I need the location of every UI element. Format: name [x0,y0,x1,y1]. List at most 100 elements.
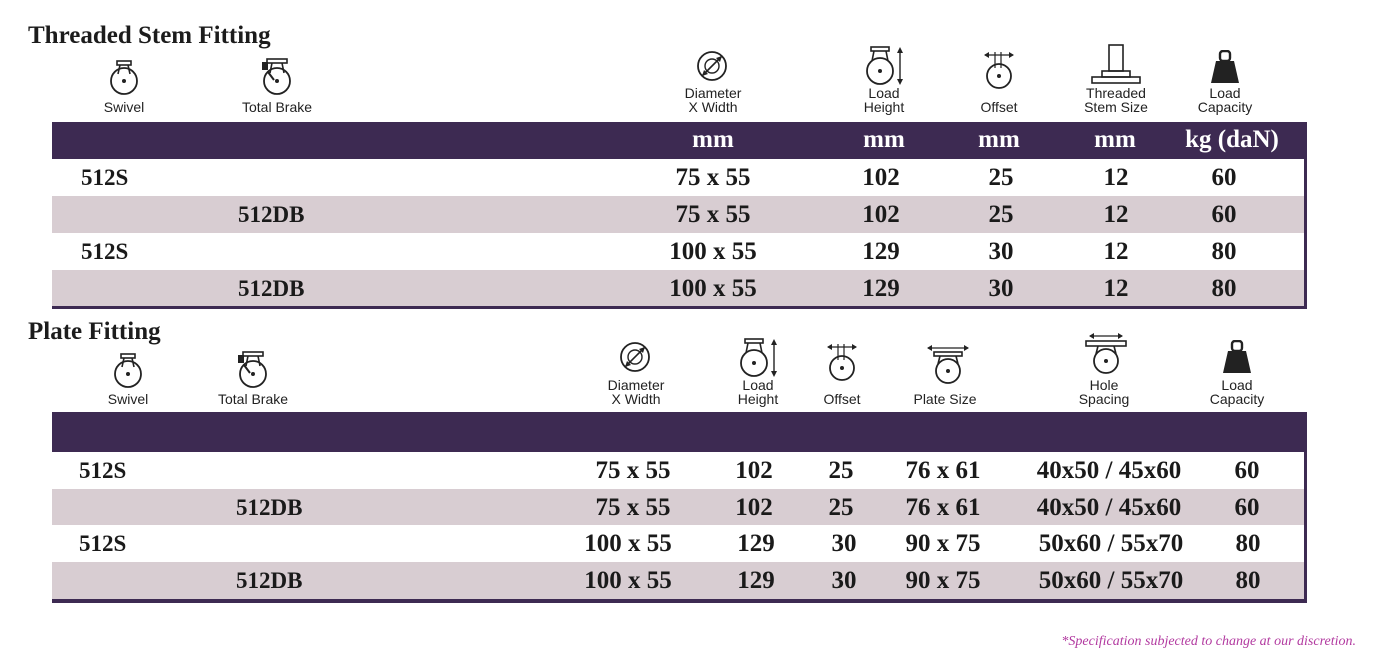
unit-stem-size: mm [1094,126,1136,153]
header-load-capacity-line1: Load [1221,377,1253,393]
header-stem-size-line1: Threaded [1086,85,1146,101]
cell-plate-size: 76 x 61 [905,457,981,484]
total-brake-caster-icon [260,58,294,96]
cell-load-capacity: 60 [1234,457,1260,484]
load-height-icon [740,338,780,378]
unit-load-height: mm [863,126,905,153]
cell-load-height: 129 [862,238,900,265]
header-total-brake: Total Brake [241,99,313,115]
header-load-height-line2: Height [737,391,779,407]
cell-stem-size: 12 [1103,201,1129,228]
cell-diameter: 75 x 55 [595,494,671,521]
header-offset: Offset [823,391,861,407]
cell-plate-size: 90 x 75 [905,530,981,557]
wheel-diameter-icon [696,50,728,82]
table-row: 512DB 75 x 55 102 25 76 x 61 40x50 / 45x… [52,489,1304,525]
model-number: 512S [79,531,127,556]
model-number: 512DB [238,202,305,227]
cell-load-height: 129 [862,275,900,302]
cell-offset: 25 [828,494,854,521]
header-swivel: Swivel [107,391,149,407]
cell-load-capacity: 60 [1211,164,1237,191]
cell-offset: 30 [988,238,1014,265]
cell-diameter: 75 x 55 [595,457,671,484]
table-row: 512DB 100 x 55 129 30 90 x 75 50x60 / 55… [52,562,1304,599]
threaded-stem-table: mm mm mm mm kg (daN) 512S 75 x 55 102 25… [52,122,1307,309]
wheel-diameter-icon [619,341,651,373]
cell-load-capacity: 60 [1211,201,1237,228]
header-load-height-line1: Load [742,377,774,393]
cell-load-height: 102 [735,457,773,484]
swivel-caster-icon [108,60,140,96]
header-hole-spacing-line2: Spacing [1078,391,1130,407]
header-hole-spacing-line1: Hole [1089,377,1119,393]
header-diameter-line2: X Width [611,391,661,407]
model-number: 512DB [236,495,303,520]
cell-hole-spacing: 40x50 / 45x60 [1036,457,1182,484]
load-weight-icon [1222,340,1252,374]
model-number: 512S [81,165,129,190]
cell-diameter: 100 x 55 [584,530,672,557]
cell-load-height: 102 [862,201,900,228]
header-load-height-line1: Load [868,85,900,101]
cell-diameter: 100 x 55 [669,238,757,265]
model-number: 512DB [238,276,305,301]
cell-load-height: 129 [737,530,775,557]
cell-load-capacity: 80 [1211,238,1237,265]
cell-offset: 25 [988,164,1014,191]
table-row: 512DB 75 x 55 102 25 12 60 [52,196,1304,233]
table-row: 512S 75 x 55 102 25 76 x 61 40x50 / 45x6… [52,452,1304,489]
cell-stem-size: 12 [1103,164,1129,191]
unit-offset: mm [978,126,1020,153]
cell-diameter: 100 x 55 [584,567,672,594]
cell-diameter: 75 x 55 [675,164,751,191]
swivel-caster-icon [112,353,144,389]
header-swivel: Swivel [103,99,145,115]
model-number: 512S [81,239,129,264]
cell-load-height: 102 [862,164,900,191]
header-diameter-line1: Diameter [607,377,665,393]
cell-load-capacity: 60 [1234,494,1260,521]
header-load-capacity-line2: Capacity [1209,391,1265,407]
hole-spacing-icon [1084,332,1128,374]
cell-plate-size: 76 x 61 [905,494,981,521]
cell-offset: 30 [831,567,857,594]
plate-size-icon [926,344,970,384]
load-weight-icon [1210,50,1240,84]
model-number: 512S [79,458,127,483]
unit-load-capacity: kg (daN) [1185,126,1279,153]
header-plate-size: Plate Size [913,391,977,407]
cell-offset: 30 [831,530,857,557]
cell-stem-size: 12 [1103,238,1129,265]
header-diameter-line1: Diameter [684,85,742,101]
cell-hole-spacing: 50x60 / 55x70 [1038,530,1184,557]
table-row: 512DB 100 x 55 129 30 12 80 [52,270,1304,306]
cell-load-height: 102 [735,494,773,521]
model-number: 512DB [236,568,303,593]
cell-load-capacity: 80 [1235,530,1261,557]
header-diameter-line2: X Width [688,99,738,115]
table-row: 512S 100 x 55 129 30 12 80 [52,233,1304,270]
header-total-brake: Total Brake [217,391,289,407]
total-brake-caster-icon [236,351,270,389]
disclaimer-footnote: *Specification subjected to change at ou… [1061,634,1356,649]
header-stem-size-line2: Stem Size [1084,99,1148,115]
table-row: 512S 75 x 55 102 25 12 60 [52,159,1304,196]
cell-diameter: 100 x 55 [669,275,757,302]
header-load-capacity-line1: Load [1209,85,1241,101]
cell-load-height: 129 [737,567,775,594]
section-title-plate-fitting: Plate Fitting [28,318,161,345]
section-title-threaded-stem: Threaded Stem Fitting [28,22,271,49]
table-row: 512S 100 x 55 129 30 90 x 75 50x60 / 55x… [52,525,1304,562]
offset-icon [826,344,858,382]
threaded-stem-icon [1090,44,1142,86]
load-height-icon [866,46,906,86]
cell-hole-spacing: 40x50 / 45x60 [1036,494,1182,521]
plate-fitting-table: 512S 75 x 55 102 25 76 x 61 40x50 / 45x6… [52,412,1307,603]
header-load-height-line2: Height [863,99,905,115]
header-load-capacity-line2: Capacity [1197,99,1253,115]
header-offset: Offset [980,99,1018,115]
cell-offset: 30 [988,275,1014,302]
cell-hole-spacing: 50x60 / 55x70 [1038,567,1184,594]
cell-offset: 25 [988,201,1014,228]
